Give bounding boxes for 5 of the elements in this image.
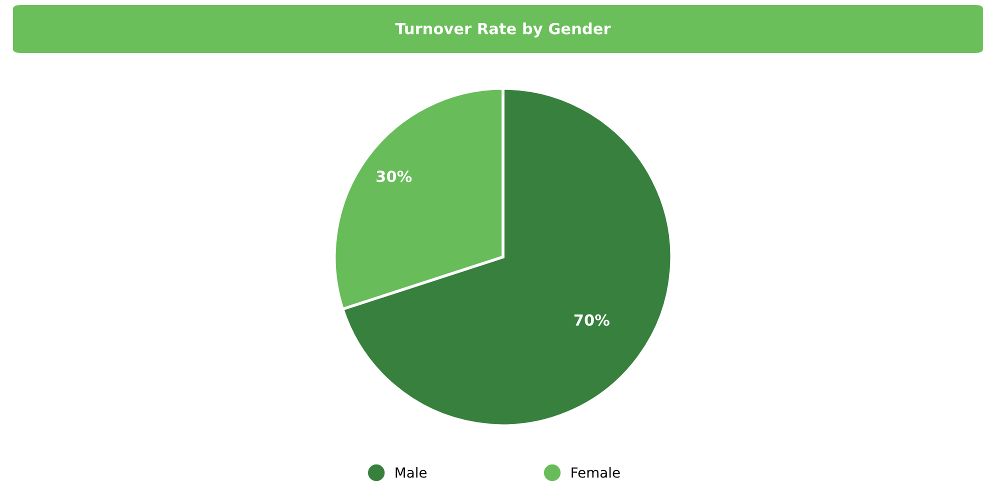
chart-title: Turnover Rate by Gender <box>395 22 611 38</box>
data-label: 70% <box>574 314 610 326</box>
data-label: 30% <box>376 170 412 182</box>
legend-label: Male <box>396 467 427 478</box>
legend-label: Female <box>572 467 620 478</box>
